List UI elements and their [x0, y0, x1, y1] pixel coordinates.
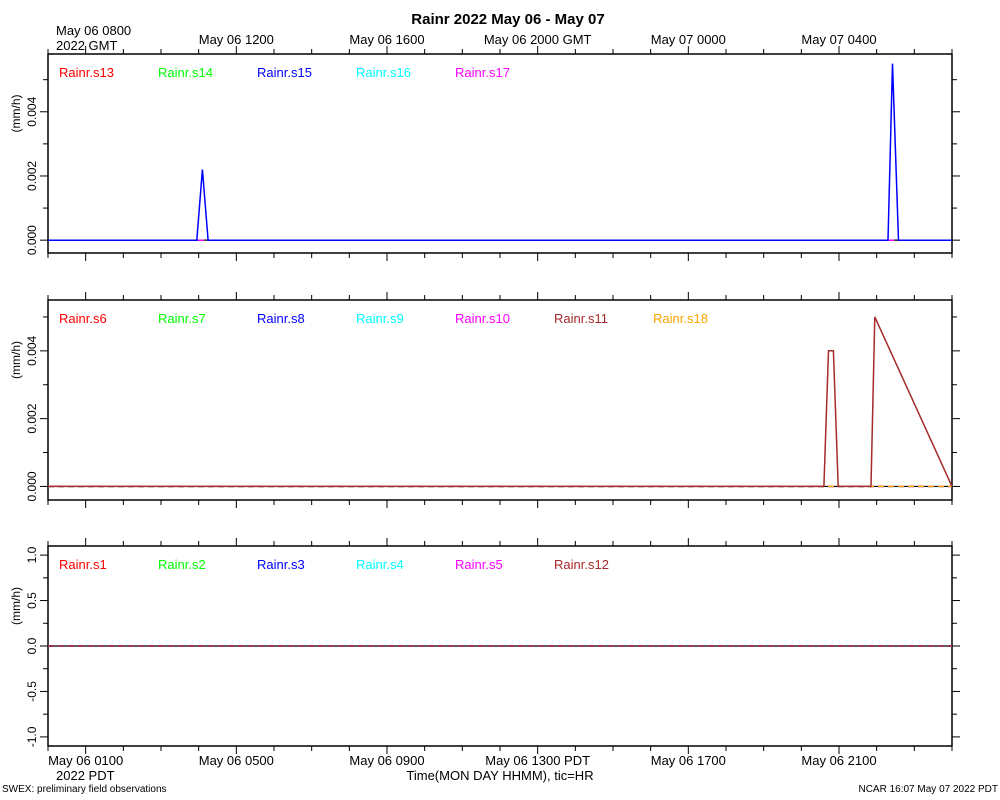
- legend-label: Rainr.s9: [356, 311, 404, 326]
- bottom-axis-tick-label: May 06 1700: [651, 753, 726, 768]
- legend-label: Rainr.s15: [257, 65, 312, 80]
- bottom-axis-tick-label: May 06 1300 PDT: [485, 753, 590, 768]
- y-axis-label: (mm/h): [9, 587, 23, 625]
- legend-label: Rainr.s17: [455, 65, 510, 80]
- legend-label: Rainr.s8: [257, 311, 305, 326]
- bottom-time-axis: May 06 0100 May 06 0500 May 06 0900 May 06 …: [48, 753, 877, 768]
- top-axis-first-label: May 06 0800: [56, 23, 131, 38]
- chart-panel-2: 0.000 0.002 0.004(mm/h) Rainr.s6 Rainr.s7 Rai…: [9, 292, 960, 508]
- legend-label: Rainr.s18: [653, 311, 708, 326]
- bottom-axis-tick-label: May 06 0500: [199, 753, 274, 768]
- y-tick-label: -1.0: [25, 726, 39, 747]
- chart-panel-3: -1.0 -0.5 0.0 0.5 1.0 (mm/h) Rainr.s1 Rainr.s2 R…: [9, 538, 960, 754]
- top-axis-first-label-year: 2022 GMT: [56, 38, 117, 53]
- x-axis-title: Time(MON DAY HHMM), tic=HR: [406, 768, 593, 783]
- top-axis-tick-label: May 07 0000: [651, 32, 726, 47]
- y-axis-label: (mm/h): [9, 341, 23, 379]
- top-axis-tick-label: May 06 2000 GMT: [484, 32, 592, 47]
- plot-frame: [47, 53, 953, 254]
- bottom-axis-tick-label: May 06 0900: [349, 753, 424, 768]
- footer-note: SWEX: preliminary field observations: [2, 784, 167, 795]
- y-tick-label: 1.0: [25, 546, 39, 563]
- y-tick-label: 0.004: [25, 336, 39, 366]
- legend-label: Rainr.s14: [158, 65, 213, 80]
- top-axis-tick-label: May 06 1600: [349, 32, 424, 47]
- footer-credit: NCAR 16:07 May 07 2022 PDT: [858, 784, 998, 795]
- legend-label: Rainr.s13: [59, 65, 114, 80]
- y-tick-label: 0.000: [25, 225, 39, 255]
- figure-title: Rainr 2022 May 06 - May 07: [411, 11, 604, 28]
- top-axis-tick-label: May 07 0400: [801, 32, 876, 47]
- legend-label: Rainr.s7: [158, 311, 206, 326]
- y-tick-label: 0.5: [25, 592, 39, 609]
- bottom-axis-tick-label: May 06 0100: [48, 753, 123, 768]
- legend-label: Rainr.s4: [356, 557, 404, 572]
- y-axis-label: (mm/h): [9, 95, 23, 133]
- bottom-axis-tick-label: May 06 2100: [801, 753, 876, 768]
- y-tick-label: 0.002: [25, 403, 39, 433]
- chart-panel-1: 0.000 0.002 0.004(mm/h) Rainr.s13 Rainr.s14 R…: [9, 46, 960, 261]
- series-line-rainr-s15: [48, 63, 952, 241]
- series-line-rainr-s11: [48, 316, 953, 488]
- legend-label: Rainr.s2: [158, 557, 206, 572]
- y-tick-label: -0.5: [25, 681, 39, 702]
- legend-label: Rainr.s3: [257, 557, 305, 572]
- legend-label: Rainr.s11: [554, 311, 608, 326]
- y-tick-label: 0.0: [25, 637, 39, 654]
- legend-label: Rainr.s16: [356, 65, 411, 80]
- y-tick-label: 0.000: [25, 471, 39, 501]
- legend-label: Rainr.s1: [59, 557, 107, 572]
- legend-label: Rainr.s5: [455, 557, 503, 572]
- legend-label: Rainr.s10: [455, 311, 510, 326]
- plot-frame: [47, 299, 953, 501]
- y-tick-label: 0.004: [25, 96, 39, 126]
- y-tick-label: 0.002: [25, 161, 39, 191]
- legend-label: Rainr.s6: [59, 311, 107, 326]
- legend-label: Rainr.s12: [554, 557, 609, 572]
- top-axis-tick-label: May 06 1200: [199, 32, 274, 47]
- top-time-axis: May 06 1200 May 06 1600 May 06 2000 GMT May…: [199, 32, 877, 47]
- bottom-axis-year-label: 2022 PDT: [56, 768, 115, 783]
